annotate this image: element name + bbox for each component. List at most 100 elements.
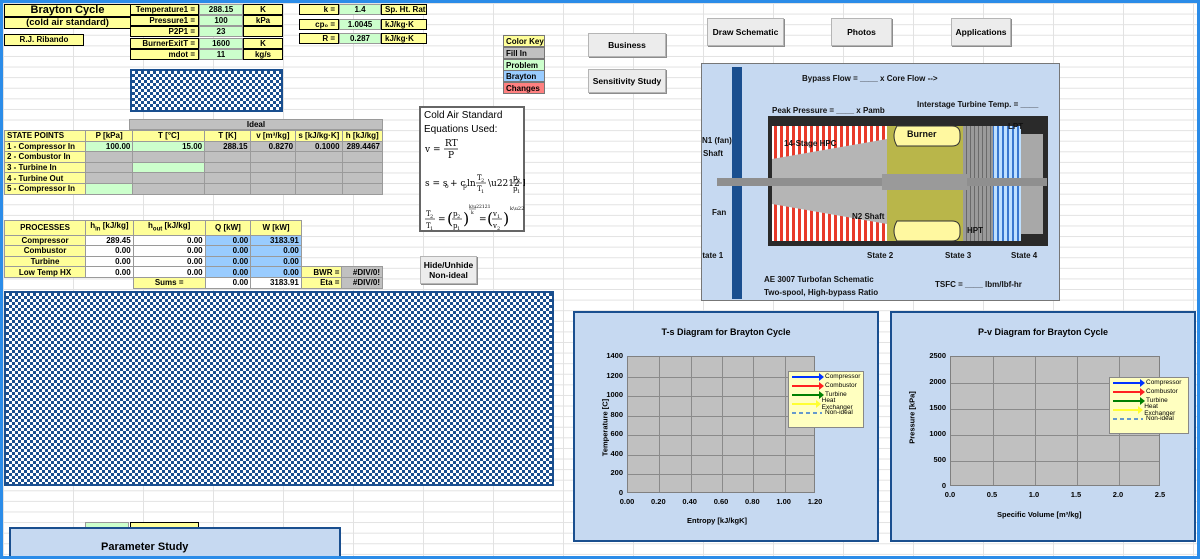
pv-legend: Compressor Combustor Turbine Heat Exchanger…: [1109, 377, 1189, 434]
x-tick-label: 0.60: [713, 497, 729, 506]
legend-item: Non-ideal: [789, 408, 863, 417]
svg-text:v =: v =: [424, 145, 441, 155]
prop-label: k =: [299, 4, 339, 15]
state-cell: [204, 151, 251, 163]
table-row: 4 - Turbine Out: [4, 172, 384, 184]
legend-swatch: [1113, 378, 1145, 387]
tsfc-label: TSFC = ____ lbm/lbf-hr: [935, 280, 1022, 289]
pv-chart-title: P-v Diagram for Brayton Cycle: [977, 327, 1109, 337]
input-value[interactable]: 288.15: [199, 4, 243, 15]
state-cell: [341, 172, 384, 184]
legend-label: Non-ideal: [1146, 415, 1174, 422]
table-row: Turbine 0.00 0.00 0.00 0.00: [3, 255, 383, 268]
input-label: Temperature1 =: [130, 4, 199, 15]
gridline-h: [628, 435, 814, 437]
process-cell: 0.00: [132, 266, 206, 278]
svg-text:v: v: [492, 222, 497, 230]
process-spacer: [301, 235, 342, 246]
applications-button[interactable]: Applications: [951, 18, 1011, 46]
svg-text:p: p: [513, 174, 518, 182]
hpc-label: 14-Stage HPC: [784, 139, 837, 148]
x-tick-label: 0.80: [745, 497, 760, 506]
state-cell[interactable]: [132, 161, 206, 174]
legend-swatch: [1113, 387, 1145, 396]
title-main: Brayton Cycle: [4, 4, 131, 17]
burner-label: Burner: [907, 129, 937, 139]
sums-q: 0.00: [204, 276, 252, 289]
process-header-cell: hout [kJ/kg]: [132, 220, 206, 236]
state-cell: [295, 161, 343, 174]
table-row: Combustor 0.00 0.00 0.00 0.00: [3, 245, 383, 257]
x-tick-label: 0.5: [986, 490, 998, 499]
svg-text:v: v: [492, 210, 497, 218]
hide-unhide-nonideal-button[interactable]: Hide/Unhide Non-ideal: [420, 256, 477, 284]
process-spacer: [301, 256, 342, 267]
table-row: Compressor 289.45 0.00 0.00 3183.91: [3, 234, 383, 247]
schematic-drawing: [717, 67, 1048, 299]
state-row-name: 2 - Combustor In: [4, 151, 86, 163]
process-spacer: [342, 256, 383, 267]
svg-text:): ): [463, 209, 469, 228]
input-value[interactable]: 1600: [199, 37, 243, 49]
y-tick-label: 2000: [929, 377, 946, 386]
input-value[interactable]: 11: [199, 48, 243, 60]
business-button[interactable]: Business: [588, 33, 666, 57]
author-label: R.J. Ribando: [4, 34, 84, 46]
state-cell: 0.8270: [249, 140, 297, 153]
svg-text:(: (: [487, 209, 493, 228]
prop-value[interactable]: 0.287: [339, 33, 381, 44]
svg-text:1: 1: [430, 226, 433, 232]
input-value[interactable]: 100: [199, 15, 243, 27]
table-row: 3 - Turbine In: [4, 161, 384, 174]
svg-text:p: p: [463, 183, 467, 190]
eta-value: #DIV/0!: [341, 276, 383, 289]
input-label: P2P1 =: [130, 26, 199, 38]
y-tick-label: 400: [610, 448, 623, 458]
legend-item: Turbine: [789, 390, 863, 399]
svg-text:=: =: [479, 215, 487, 225]
gridline-v: [753, 357, 755, 492]
legend-item: Compressor: [1110, 378, 1188, 387]
process-spacer: [342, 246, 383, 257]
input-unit: K: [243, 4, 283, 15]
legend-item: Combustor: [1110, 387, 1188, 396]
input-label: mdot =: [130, 48, 199, 60]
svg-text:+ c: + c: [450, 179, 465, 189]
x-tick-label: 0.00: [619, 497, 635, 506]
draw-schematic-button[interactable]: Draw Schematic: [707, 18, 784, 46]
x-tick-label: 1.20: [807, 497, 823, 506]
color-key-item: Brayton: [503, 70, 545, 83]
process-cell: 0.00: [204, 245, 252, 257]
gridline-v: [784, 357, 786, 492]
svg-text:1: 1: [481, 189, 484, 195]
process-cell: 0.00: [250, 255, 302, 268]
svg-text:2: 2: [517, 178, 520, 184]
prop-unit: kJ/kg·K: [381, 18, 427, 30]
photos-button[interactable]: Photos: [831, 18, 892, 46]
state-cell[interactable]: [84, 182, 134, 195]
y-tick-label: 1000: [606, 390, 623, 400]
input-value[interactable]: 23: [199, 26, 243, 38]
svg-text:2: 2: [430, 214, 433, 220]
svg-text:T: T: [477, 185, 482, 193]
process-row-name: Low Temp HX: [3, 266, 87, 278]
state-cell[interactable]: 15.00: [132, 140, 206, 153]
state-row-name: 1 - Compressor In: [4, 140, 86, 153]
y-tick-label: 1200: [606, 370, 623, 380]
gridline-h: [951, 435, 1159, 436]
svg-text:p: p: [453, 210, 458, 218]
process-header-cell: PROCESSES: [3, 220, 87, 236]
prop-value[interactable]: 1.0045: [339, 18, 381, 30]
gridline-h: [951, 409, 1159, 410]
process-header-cell: hin [kJ/kg]: [85, 220, 134, 236]
svg-text:T: T: [426, 210, 431, 218]
gridline-h: [628, 474, 814, 476]
legend-swatch: [1113, 417, 1143, 420]
state-cell[interactable]: 100.00: [84, 140, 134, 153]
sensitivity-study-button[interactable]: Sensitivity Study: [588, 69, 666, 93]
prop-value[interactable]: 1.4: [339, 4, 381, 15]
process-cell: 0.00: [85, 255, 134, 268]
legend-item: Turbine: [1110, 396, 1188, 405]
input-unit: kg/s: [243, 48, 283, 60]
state-cell: [132, 151, 206, 163]
